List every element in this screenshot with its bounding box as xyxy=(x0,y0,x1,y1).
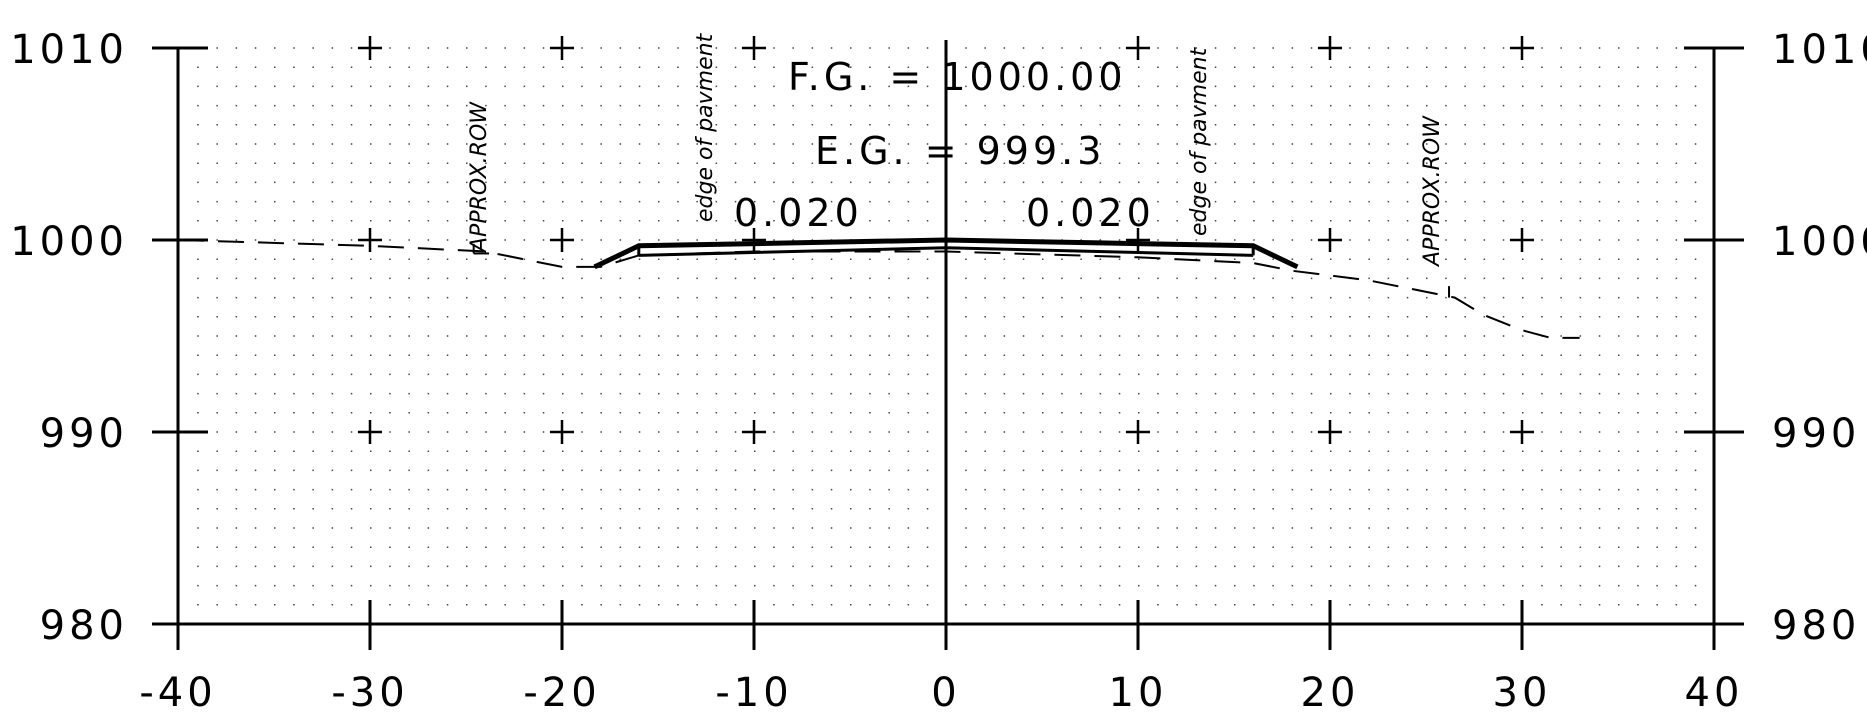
grid-plus-mark xyxy=(358,228,382,252)
eg-annotation: E.G. = 999.3 xyxy=(815,129,1105,173)
y-tick-label-left: 980 xyxy=(40,603,128,649)
x-tick-label: -20 xyxy=(523,670,600,712)
slope-left-label: 0.020 xyxy=(734,191,863,235)
grid-plus-mark xyxy=(1318,420,1342,444)
y-tick-label-left: 990 xyxy=(40,411,128,457)
grid-plus-mark xyxy=(1318,36,1342,60)
grid-plus-mark xyxy=(1510,420,1534,444)
edge-of-pavement-right-label: edge of pavment xyxy=(1187,46,1212,236)
grid-plus-mark xyxy=(742,36,766,60)
profile-line-dashed xyxy=(177,239,1580,339)
grid-plus-mark xyxy=(1126,36,1150,60)
slope-right-label: 0.020 xyxy=(1026,191,1155,235)
grid-plus-mark xyxy=(1126,420,1150,444)
x-tick-label: -10 xyxy=(715,670,792,712)
fg-annotation: F.G. = 1000.00 xyxy=(788,55,1127,99)
axes xyxy=(152,40,1744,650)
y-tick-label-right: 1010 xyxy=(1772,27,1867,73)
approx-row-left-label: APPROX.ROW xyxy=(467,101,492,254)
grid-plus-mark xyxy=(358,420,382,444)
x-tick-label: 10 xyxy=(1109,670,1168,712)
y-tick-label-right: 980 xyxy=(1772,603,1860,649)
tick-labels: -40 -30 -20 -10 0 10 20 30 40 980 990 1000 1010 980 99… xyxy=(10,27,1867,712)
y-tick-label-right: 1000 xyxy=(1772,219,1867,265)
grid-plus-mark xyxy=(550,36,574,60)
grid-plus-mark xyxy=(1318,228,1342,252)
x-tick-label: 20 xyxy=(1301,670,1360,712)
grid-plus-mark xyxy=(742,420,766,444)
grid-plus-mark xyxy=(1510,36,1534,60)
grid-plus-mark xyxy=(742,228,766,252)
x-tick-label: 0 xyxy=(931,670,960,712)
grid-plus-mark xyxy=(358,36,382,60)
x-tick-label: -30 xyxy=(331,670,408,712)
x-tick-label: 40 xyxy=(1685,670,1744,712)
y-tick-label-right: 990 xyxy=(1772,411,1860,457)
x-tick-label: 30 xyxy=(1493,670,1552,712)
grid-plus-marks xyxy=(358,36,1534,444)
grid-plus-mark xyxy=(550,228,574,252)
y-tick-label-left: 1000 xyxy=(10,219,128,265)
grid-plus-mark xyxy=(1510,228,1534,252)
x-tick-label: -40 xyxy=(139,670,216,712)
grid-plus-mark xyxy=(550,420,574,444)
edge-of-pavement-left-label: edge of pavment xyxy=(693,32,718,222)
grid-plus-mark xyxy=(1126,228,1150,252)
approx-row-right-label: APPROX.ROW xyxy=(1420,115,1445,268)
y-tick-label-left: 1010 xyxy=(10,27,128,73)
series-layer xyxy=(177,237,1580,339)
